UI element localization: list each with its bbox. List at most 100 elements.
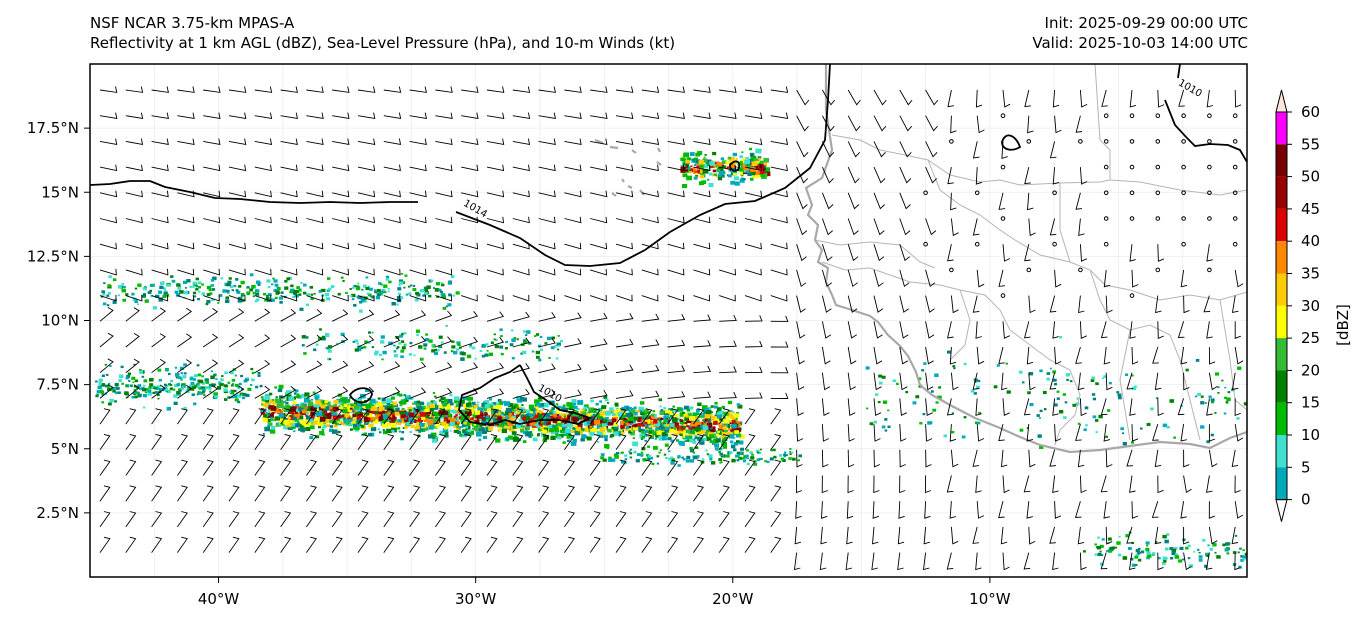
x-tick-label: 20°W [712, 590, 754, 608]
reflectivity-cell [628, 421, 631, 423]
reflectivity-cell [160, 282, 164, 285]
reflectivity-cell [369, 424, 373, 428]
reflectivity-cell [944, 435, 948, 438]
reflectivity-cell [469, 406, 471, 408]
reflectivity-cell [95, 381, 98, 383]
reflectivity-cell [542, 430, 547, 434]
colorbar-tick-label: 60 [1301, 103, 1320, 121]
reflectivity-cell [499, 429, 501, 431]
reflectivity-cell [432, 439, 437, 443]
reflectivity-cell [875, 393, 878, 396]
reflectivity-cell [1040, 410, 1043, 412]
reflectivity-cell [390, 423, 396, 427]
reflectivity-cell [502, 417, 505, 420]
reflectivity-cell [755, 158, 758, 160]
reflectivity-cell [692, 158, 694, 160]
colorbar-tick-label: 5 [1301, 458, 1311, 476]
reflectivity-cell [223, 388, 227, 391]
reflectivity-cell [355, 340, 359, 343]
colorbar-segment [1276, 306, 1287, 338]
reflectivity-cell [97, 394, 99, 396]
reflectivity-cell [625, 458, 628, 460]
reflectivity-cell [392, 302, 396, 306]
reflectivity-cell [283, 400, 285, 402]
reflectivity-cell [731, 424, 737, 429]
reflectivity-cell [1180, 547, 1184, 550]
reflectivity-cell [380, 291, 384, 294]
reflectivity-cell [523, 330, 526, 332]
reflectivity-cell [1092, 393, 1095, 396]
reflectivity-cell [588, 413, 592, 416]
reflectivity-cell [234, 390, 237, 392]
reflectivity-cell [184, 372, 187, 374]
reflectivity-cell [977, 380, 980, 382]
reflectivity-cell [305, 415, 307, 417]
reflectivity-cell [1197, 549, 1200, 551]
reflectivity-cell [459, 434, 462, 437]
reflectivity-cell [734, 430, 739, 434]
reflectivity-cell [677, 428, 680, 430]
reflectivity-cell [1057, 397, 1060, 400]
reflectivity-cell [415, 292, 419, 295]
reflectivity-cell [665, 444, 669, 447]
reflectivity-cell [232, 383, 234, 385]
reflectivity-cell [406, 395, 409, 397]
reflectivity-cell [350, 408, 353, 410]
reflectivity-cell [375, 419, 378, 422]
reflectivity-cell [744, 458, 746, 460]
reflectivity-cell [426, 407, 429, 409]
reflectivity-cell [740, 457, 743, 459]
reflectivity-cell [203, 394, 205, 396]
reflectivity-cell [455, 414, 458, 416]
reflectivity-cell [551, 346, 555, 349]
reflectivity-cell [478, 439, 481, 441]
reflectivity-cell [1152, 552, 1155, 555]
reflectivity-cell [703, 425, 709, 430]
reflectivity-cell [521, 404, 523, 406]
reflectivity-cell [197, 364, 200, 366]
reflectivity-cell [424, 348, 427, 350]
reflectivity-cell [630, 449, 632, 451]
reflectivity-cell [1236, 417, 1239, 420]
reflectivity-cell [102, 293, 105, 296]
reflectivity-cell [791, 452, 793, 454]
reflectivity-cell [704, 157, 706, 159]
reflectivity-cell [386, 278, 389, 281]
y-tick-label: 17.5°N [27, 119, 79, 137]
reflectivity-cell [232, 379, 236, 382]
reflectivity-cell [1163, 560, 1166, 563]
reflectivity-cell [293, 401, 297, 404]
reflectivity-cell [138, 384, 142, 387]
reflectivity-cell [391, 397, 395, 400]
reflectivity-cell [1084, 428, 1087, 431]
reflectivity-cell [238, 285, 241, 288]
reflectivity-cell [319, 410, 321, 412]
reflectivity-cell [685, 436, 689, 439]
reflectivity-cell [550, 436, 555, 440]
reflectivity-cell [717, 431, 720, 433]
reflectivity-cell [329, 358, 331, 360]
reflectivity-cell [450, 410, 454, 413]
reflectivity-cell [311, 294, 314, 296]
reflectivity-cell [558, 345, 560, 347]
reflectivity-cell [128, 373, 131, 376]
reflectivity-cell [322, 429, 325, 431]
reflectivity-cell [296, 395, 300, 398]
reflectivity-cell [215, 378, 217, 380]
reflectivity-cell [397, 346, 400, 348]
reflectivity-cell [329, 407, 332, 410]
reflectivity-cell [181, 388, 184, 390]
reflectivity-cell [540, 427, 544, 430]
reflectivity-cell [274, 386, 277, 388]
reflectivity-cell [682, 184, 687, 188]
reflectivity-cell [652, 410, 655, 412]
reflectivity-cell [454, 430, 458, 433]
colorbar: 051015202530354045505560[dBZ] [1276, 90, 1352, 522]
reflectivity-cell [367, 293, 370, 295]
reflectivity-cell [450, 422, 455, 426]
reflectivity-cell [938, 386, 941, 388]
reflectivity-cell [441, 282, 443, 284]
reflectivity-cell [393, 345, 395, 347]
reflectivity-cell [526, 414, 529, 416]
reflectivity-cell [781, 458, 785, 461]
